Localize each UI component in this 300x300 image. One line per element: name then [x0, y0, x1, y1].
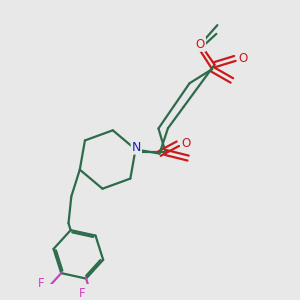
Text: F: F: [79, 287, 86, 300]
Text: O: O: [181, 137, 190, 150]
Text: N: N: [132, 141, 141, 154]
Text: O: O: [238, 52, 248, 65]
Text: F: F: [38, 277, 45, 290]
Text: O: O: [196, 38, 205, 51]
